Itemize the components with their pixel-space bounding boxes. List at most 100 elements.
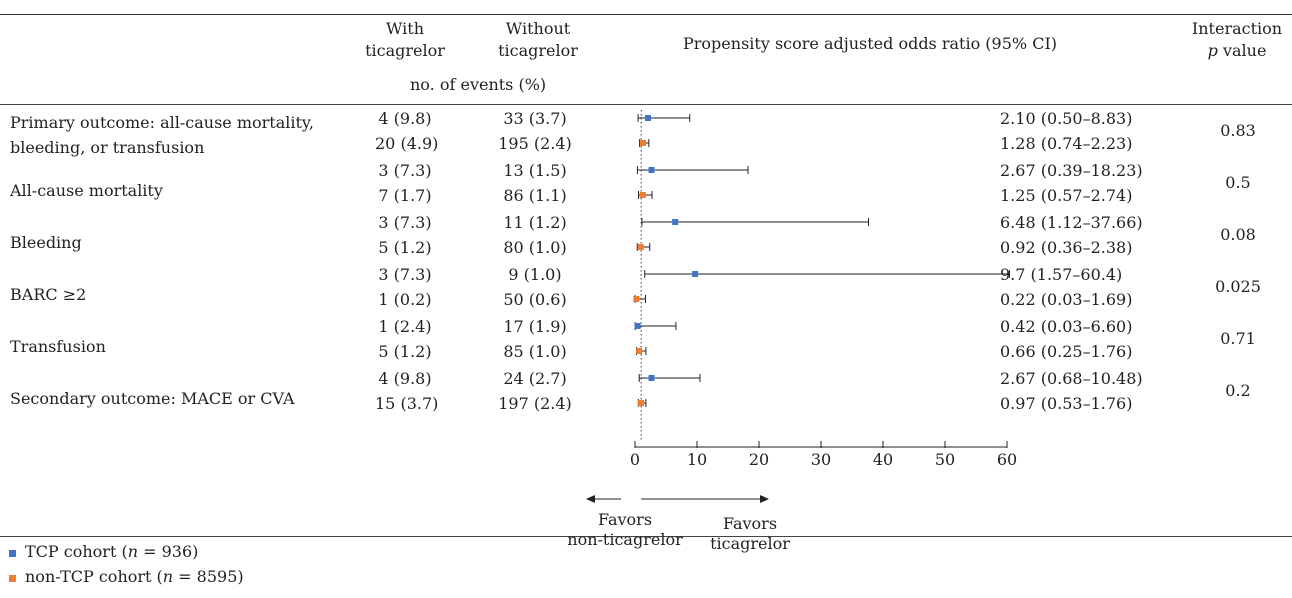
x-tick-label: 60 bbox=[997, 450, 1017, 469]
x-tick-label: 0 bbox=[630, 450, 640, 469]
legend-non-tcp: non-TCP cohort (n = 8595) bbox=[25, 567, 244, 586]
outcome-label-primary-line2: bleeding, or transfusion bbox=[10, 138, 205, 157]
header-events: no. of events (%) bbox=[410, 75, 547, 94]
point-estimate-marker bbox=[645, 115, 652, 121]
cell-without-non-tcp: 195 (2.4) bbox=[498, 134, 572, 153]
point-estimate-marker bbox=[639, 140, 646, 146]
legend-non-tcp-n: n bbox=[162, 567, 174, 586]
legend-tcp-value: = 936) bbox=[138, 542, 199, 561]
cell-without-tcp: 33 (3.7) bbox=[503, 109, 567, 128]
cell-without-non-tcp: 197 (2.4) bbox=[498, 394, 572, 413]
cell-ci-non-tcp: 0.22 (0.03–1.69) bbox=[1000, 290, 1133, 309]
header-interaction-line2: p value bbox=[1185, 40, 1289, 62]
header-odds-ratio: Propensity score adjusted odds ratio (95… bbox=[683, 34, 1057, 53]
point-estimate-marker bbox=[648, 167, 655, 173]
header-with-line1: With bbox=[385, 19, 424, 38]
cell-interaction-p: 0.83 bbox=[1220, 121, 1256, 140]
cell-ci-non-tcp: 1.28 (0.74–2.23) bbox=[1000, 134, 1133, 153]
cell-ci-tcp: 9.7 (1.57–60.4) bbox=[1000, 265, 1123, 284]
legend-non-tcp-label: non-TCP cohort ( bbox=[25, 567, 163, 586]
outcome-label-primary-line1: Primary outcome: all-cause mortality, bbox=[10, 113, 314, 132]
cell-without-tcp: 24 (2.7) bbox=[503, 369, 567, 388]
arrow-right-head bbox=[760, 495, 769, 503]
cell-interaction-p: 0.2 bbox=[1225, 381, 1251, 400]
header-value-word: value bbox=[1222, 41, 1267, 60]
arrow-left-head bbox=[586, 495, 595, 503]
cell-with-non-tcp: 15 (3.7) bbox=[375, 394, 439, 413]
point-estimate-marker bbox=[636, 348, 643, 354]
cell-with-non-tcp: 7 (1.7) bbox=[378, 186, 432, 205]
bottom-rule bbox=[0, 536, 1292, 537]
cell-with-non-tcp: 1 (0.2) bbox=[378, 290, 432, 309]
favors-right-line2: ticagrelor bbox=[710, 534, 790, 553]
cell-ci-non-tcp: 0.66 (0.25–1.76) bbox=[1000, 342, 1133, 361]
point-estimate-marker bbox=[634, 323, 641, 329]
legend-non-tcp-value: = 8595) bbox=[173, 567, 244, 586]
header-with-line2: ticagrelor bbox=[365, 41, 445, 60]
x-tick-label: 10 bbox=[687, 450, 707, 469]
legend-tcp-n: n bbox=[127, 542, 139, 561]
cell-without-non-tcp: 86 (1.1) bbox=[503, 186, 567, 205]
header-without-ticagrelor: Without ticagrelor bbox=[488, 18, 588, 62]
point-estimate-marker bbox=[637, 244, 644, 250]
cell-without-tcp: 9 (1.0) bbox=[508, 265, 562, 284]
cell-ci-non-tcp: 0.92 (0.36–2.38) bbox=[1000, 238, 1133, 257]
cell-ci-non-tcp: 0.97 (0.53–1.76) bbox=[1000, 394, 1133, 413]
header-without-line2: ticagrelor bbox=[498, 41, 578, 60]
cell-without-non-tcp: 80 (1.0) bbox=[503, 238, 567, 257]
cell-interaction-p: 0.025 bbox=[1215, 277, 1261, 296]
header-interaction: Interaction p value bbox=[1185, 18, 1289, 62]
cell-ci-tcp: 0.42 (0.03–6.60) bbox=[1000, 317, 1133, 336]
cell-ci-tcp: 6.48 (1.12–37.66) bbox=[1000, 213, 1143, 232]
cell-with-tcp: 3 (7.3) bbox=[378, 265, 432, 284]
point-estimate-marker bbox=[633, 296, 640, 302]
legend-tcp-swatch bbox=[9, 550, 16, 557]
header-with-ticagrelor: With ticagrelor bbox=[365, 18, 445, 62]
x-tick-label: 40 bbox=[873, 450, 893, 469]
favors-left-line2: non-ticagrelor bbox=[567, 530, 683, 549]
cell-with-non-tcp: 5 (1.2) bbox=[378, 342, 432, 361]
cell-without-tcp: 11 (1.2) bbox=[503, 213, 567, 232]
point-estimate-marker bbox=[648, 375, 655, 381]
cell-without-non-tcp: 85 (1.0) bbox=[503, 342, 567, 361]
point-estimate-marker bbox=[639, 192, 646, 198]
cell-with-non-tcp: 20 (4.9) bbox=[375, 134, 439, 153]
header-rule bbox=[0, 104, 1292, 105]
cell-with-non-tcp: 5 (1.2) bbox=[378, 238, 432, 257]
cell-ci-tcp: 2.67 (0.39–18.23) bbox=[1000, 161, 1143, 180]
point-estimate-marker bbox=[638, 400, 645, 406]
favors-right-line1: Favors bbox=[722, 514, 778, 533]
legend-non-tcp-swatch bbox=[9, 575, 16, 582]
cell-interaction-p: 0.08 bbox=[1220, 225, 1256, 244]
cell-without-non-tcp: 50 (0.6) bbox=[503, 290, 567, 309]
cell-without-tcp: 17 (1.9) bbox=[503, 317, 567, 336]
x-tick-label: 30 bbox=[811, 450, 831, 469]
x-tick-label: 20 bbox=[749, 450, 769, 469]
favors-left-line1: Favors bbox=[597, 510, 653, 529]
outcome-label-mortality: All-cause mortality bbox=[10, 181, 163, 200]
x-tick-label: 50 bbox=[935, 450, 955, 469]
legend-tcp-label: TCP cohort ( bbox=[25, 542, 128, 561]
header-p-italic: p bbox=[1207, 41, 1218, 60]
outcome-label-primary: Primary outcome: all-cause mortality, bl… bbox=[10, 110, 314, 160]
legend-tcp: TCP cohort (n = 936) bbox=[25, 542, 198, 561]
cell-ci-non-tcp: 1.25 (0.57–2.74) bbox=[1000, 186, 1133, 205]
outcome-label-bleeding: Bleeding bbox=[10, 233, 82, 252]
cell-ci-tcp: 2.10 (0.50–8.83) bbox=[1000, 109, 1133, 128]
top-rule bbox=[0, 14, 1292, 15]
header-without-line1: Without bbox=[505, 19, 571, 38]
outcome-label-secondary: Secondary outcome: MACE or CVA bbox=[10, 389, 295, 408]
cell-interaction-p: 0.71 bbox=[1220, 329, 1256, 348]
cell-with-tcp: 1 (2.4) bbox=[378, 317, 432, 336]
point-estimate-marker bbox=[692, 271, 699, 277]
outcome-label-transfusion: Transfusion bbox=[10, 337, 106, 356]
outcome-label-barc: BARC ≥2 bbox=[10, 285, 87, 304]
cell-ci-tcp: 2.67 (0.68–10.48) bbox=[1000, 369, 1143, 388]
cell-with-tcp: 3 (7.3) bbox=[378, 161, 432, 180]
cell-with-tcp: 4 (9.8) bbox=[378, 369, 432, 388]
favors-non-ticagrelor: Favors non-ticagrelor bbox=[563, 510, 687, 550]
cell-with-tcp: 3 (7.3) bbox=[378, 213, 432, 232]
cell-without-tcp: 13 (1.5) bbox=[503, 161, 567, 180]
point-estimate-marker bbox=[672, 219, 679, 225]
